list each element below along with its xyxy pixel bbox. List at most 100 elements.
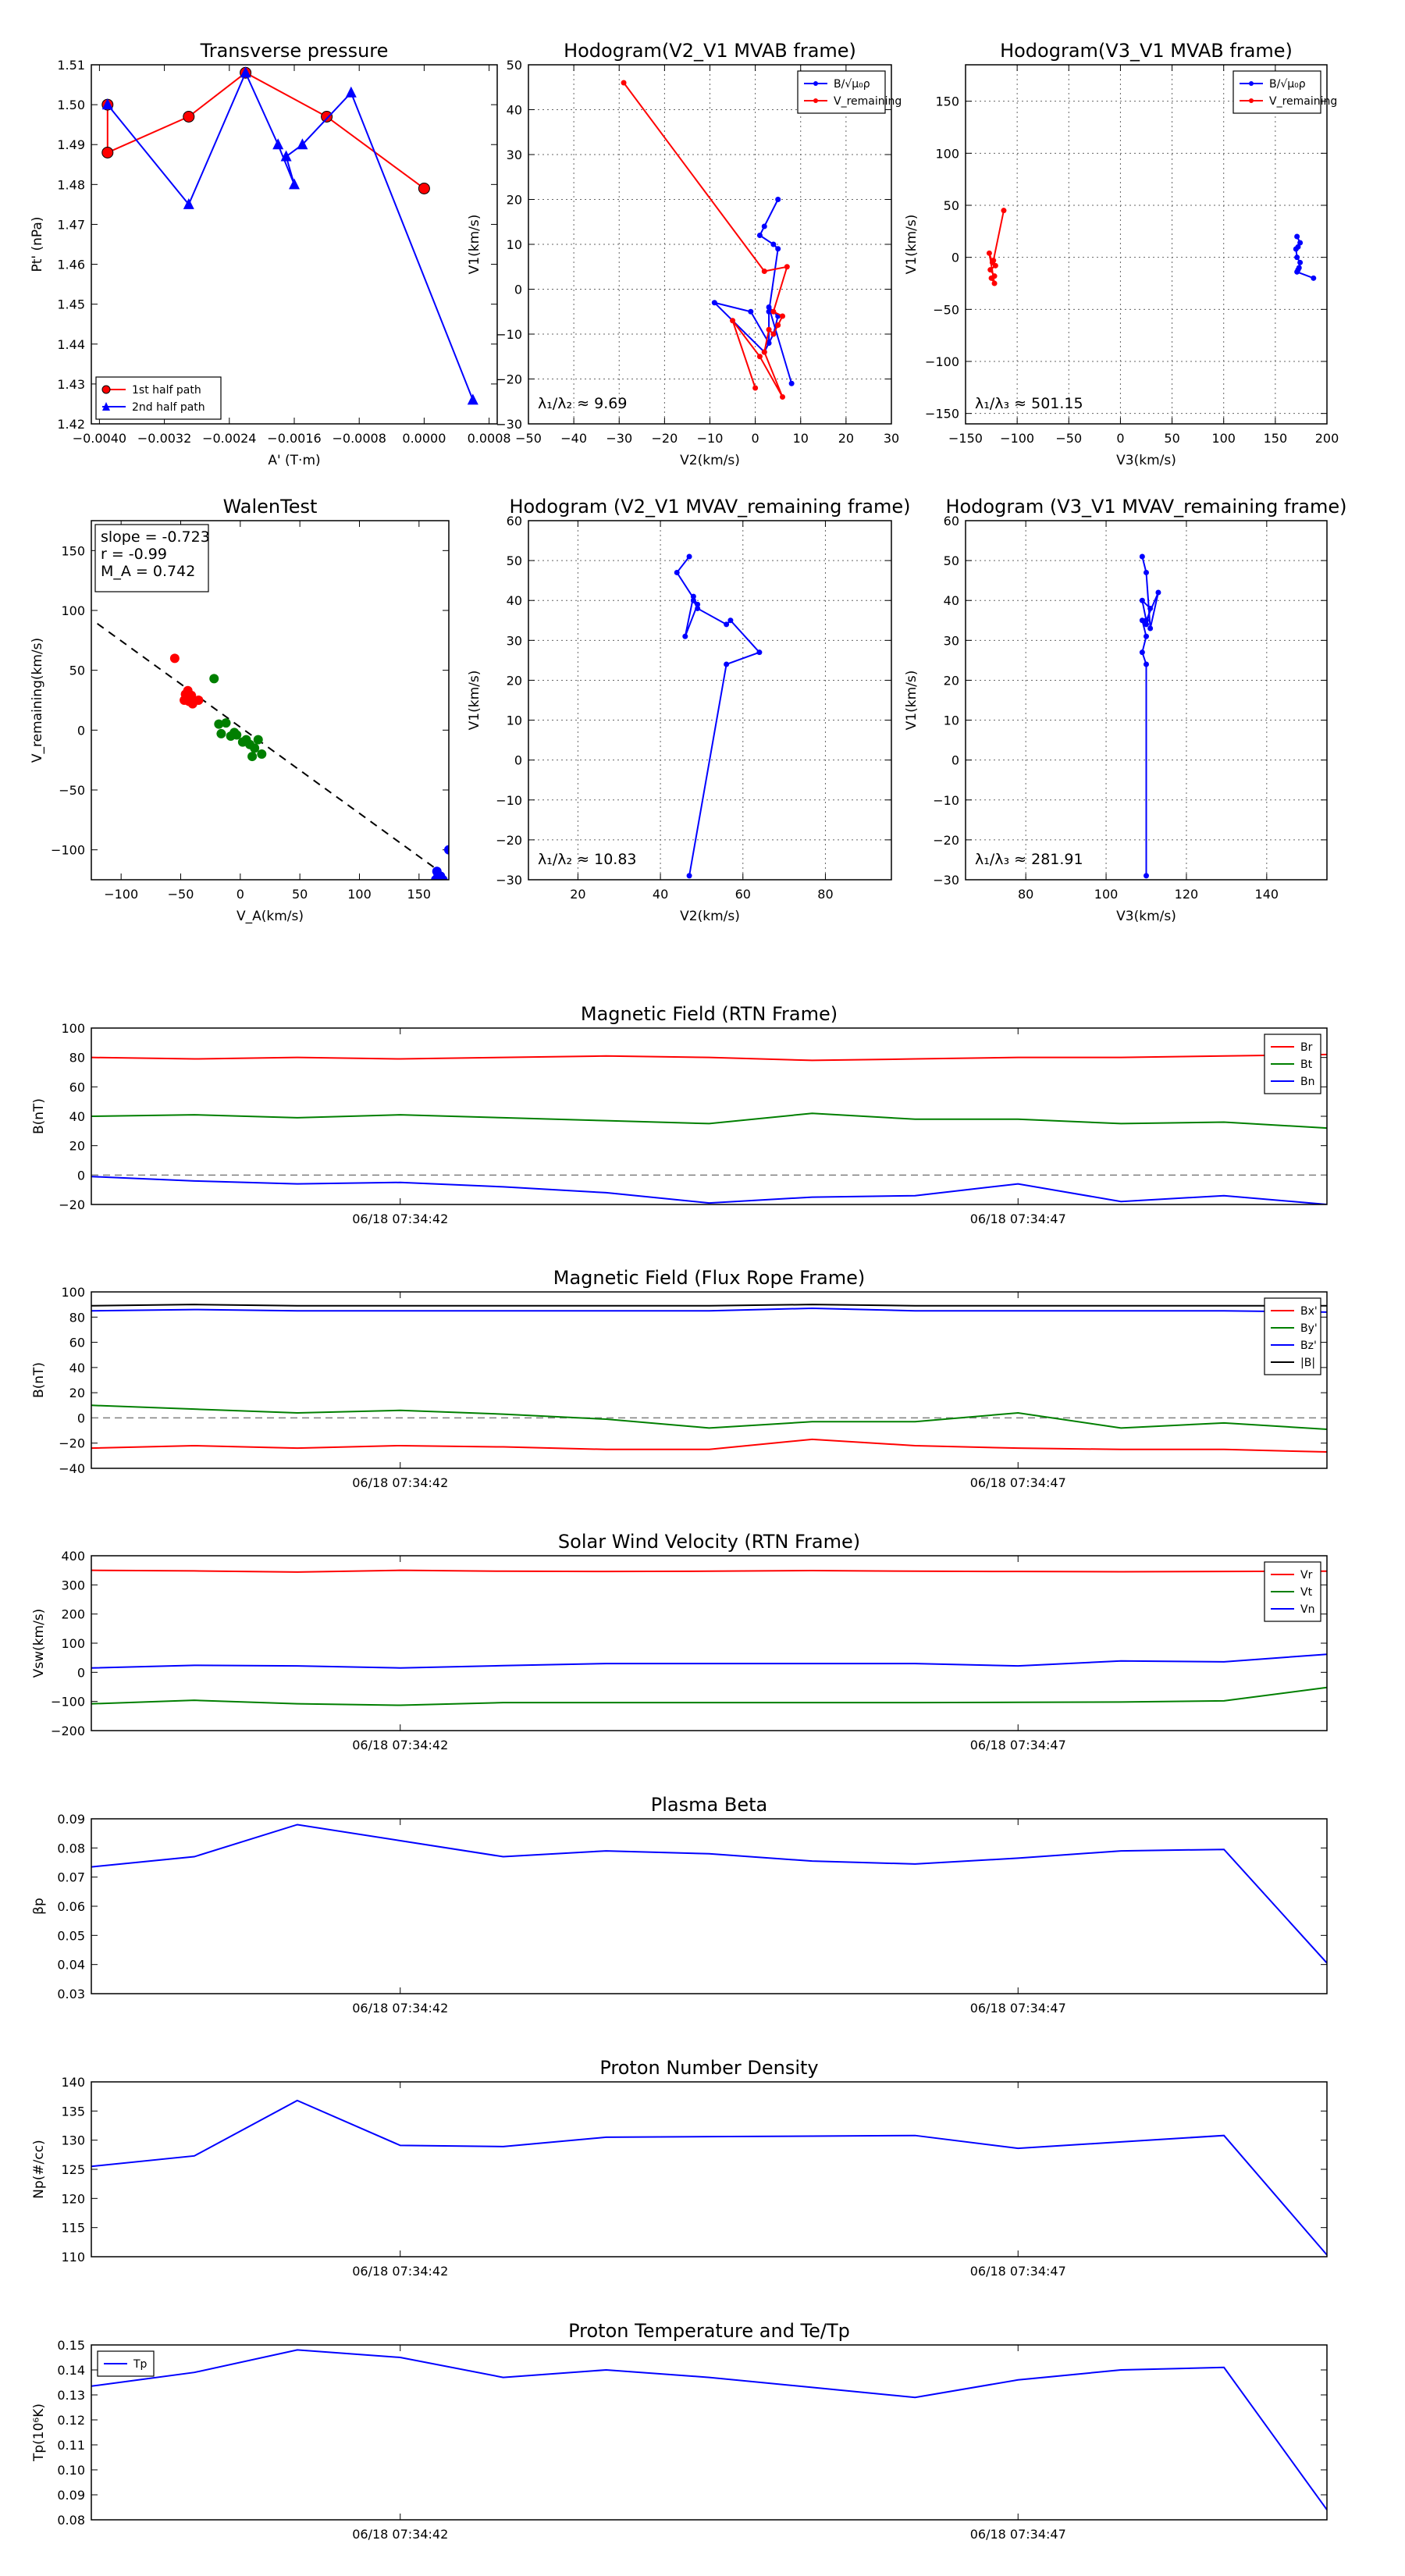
series-br-line [91, 1053, 1327, 1062]
annotation-text: λ₁/λ₂ ≈ 10.83 [538, 851, 637, 868]
data-point [1144, 617, 1149, 624]
series-beta-line [91, 1823, 1327, 1964]
data-point [766, 340, 772, 346]
x-tick-label: −50 [515, 431, 542, 446]
y-tick-label: 100 [61, 1285, 85, 1300]
annotation-text: λ₁/λ₃ ≈ 281.91 [975, 851, 1083, 868]
x-tick-label: 0.0000 [402, 431, 446, 446]
data-point [761, 349, 767, 355]
y-tick-label: 1.45 [57, 297, 85, 312]
data-point [780, 313, 785, 319]
chart-title: Hodogram(V3_V1 MVAB frame) [1000, 40, 1293, 62]
legend: B/√μ₀ρ V_remaining [797, 70, 902, 114]
y-tick-label: −30 [496, 417, 522, 432]
series-bt-line [91, 1112, 1327, 1130]
data-point [183, 110, 195, 123]
x-tick-label: 06/18 07:34:47 [970, 2527, 1066, 2542]
plot-area [97, 623, 449, 880]
plot-area [91, 1823, 1327, 1964]
plot-area [91, 2099, 1327, 2256]
x-axis-label: V3(km/s) [1116, 453, 1176, 468]
y-tick-label: 1.42 [57, 417, 85, 432]
y-tick-label: 0 [514, 753, 522, 768]
legend: Bx' By' Bz' |B| [1264, 1297, 1321, 1375]
data-point [187, 690, 197, 700]
y-tick-label: 50 [69, 664, 85, 678]
series-b-line [91, 1304, 1327, 1307]
data-point [1139, 649, 1145, 656]
plot-frame [965, 520, 1328, 881]
plot-area [91, 2349, 1327, 2510]
data-point [724, 621, 730, 628]
legend: Tp [97, 2350, 155, 2377]
x-tick-label: −0.0040 [73, 431, 126, 446]
data-point [674, 569, 680, 575]
data-point [1294, 269, 1300, 275]
chart-title: Proton Temperature and Te/Tp [568, 2320, 850, 2342]
y-tick-label: −30 [496, 873, 522, 888]
x-axis-label: V3(km/s) [1116, 909, 1176, 924]
data-point [988, 275, 994, 281]
y-tick-label: −20 [59, 1436, 85, 1451]
data-point [766, 304, 772, 310]
y-tick-label: 0.12 [57, 2413, 85, 2428]
x-tick-label: 10 [793, 431, 809, 446]
y-tick-label: 1.46 [57, 258, 85, 272]
y-tick-label: 400 [61, 1549, 85, 1564]
x-axis-label: V_A(km/s) [237, 909, 304, 924]
y-tick-label: 10 [507, 237, 522, 252]
legend-box [1232, 70, 1321, 114]
legend-box [797, 70, 886, 114]
y-tick-label: 0.11 [57, 2438, 85, 2453]
y-tick-label: 0.09 [57, 2488, 85, 2503]
legend-marker [813, 81, 818, 86]
y-tick-label: 300 [61, 1578, 85, 1592]
x-tick-label: −50 [1055, 431, 1082, 446]
x-tick-label: 06/18 07:34:42 [352, 2527, 448, 2542]
annotation-text: λ₁/λ₂ ≈ 9.69 [538, 395, 627, 412]
data-point [1155, 589, 1161, 596]
data-point [724, 661, 730, 667]
legend-marker [101, 385, 111, 394]
series-2ndhalfpath-line [107, 70, 474, 400]
data-point [272, 138, 284, 150]
chart-title: Plasma Beta [651, 1794, 767, 1816]
data-point [775, 322, 781, 328]
x-tick-label: 50 [292, 887, 308, 902]
series-np-line [91, 2099, 1327, 2256]
legend-label: 1st half path [132, 384, 201, 397]
y-tick-label: 0 [514, 283, 522, 297]
data-point [770, 308, 777, 315]
legend: Br Bt Bn [1264, 1034, 1321, 1094]
chart-title: Transverse pressure [200, 40, 389, 62]
y-tick-label: 100 [935, 146, 959, 161]
y-tick-label: 80 [69, 1310, 85, 1325]
y-tick-label: 1.47 [57, 217, 85, 232]
data-point [1139, 553, 1145, 560]
data-point [214, 719, 224, 729]
chart-title: WalenTest [223, 496, 318, 518]
legend-label: 2nd half path [132, 401, 205, 414]
y-tick-label: −50 [59, 783, 85, 798]
y-tick-label: 60 [944, 514, 959, 528]
chart-title: Magnetic Field (RTN Frame) [581, 1003, 838, 1025]
data-point [247, 752, 258, 762]
data-point [784, 264, 790, 270]
chart-tp: Proton Temperature and Te/Tp 06/18 07:34:… [31, 2320, 1328, 2542]
plot-frame [91, 2344, 1328, 2521]
y-tick-label: 30 [507, 633, 522, 648]
x-tick-label: 06/18 07:34:42 [352, 1475, 448, 1490]
x-tick-label: 0 [1116, 431, 1124, 446]
y-tick-label: 50 [944, 198, 959, 213]
x-axis-label: A' (T·m) [268, 453, 320, 468]
y-tick-label: 0.06 [57, 1899, 85, 1914]
chart-np: Proton Number Density 06/18 07:34:42 06/18… [31, 2057, 1328, 2279]
data-point [727, 617, 734, 624]
y-tick-label: 1.43 [57, 377, 85, 392]
data-point [194, 696, 204, 705]
y-tick-label: 0.14 [57, 2363, 85, 2378]
y-tick-label: 40 [69, 1361, 85, 1375]
y-tick-label: 20 [944, 673, 959, 688]
y-tick-label: 0 [77, 723, 85, 738]
y-tick-label: 50 [944, 553, 959, 568]
